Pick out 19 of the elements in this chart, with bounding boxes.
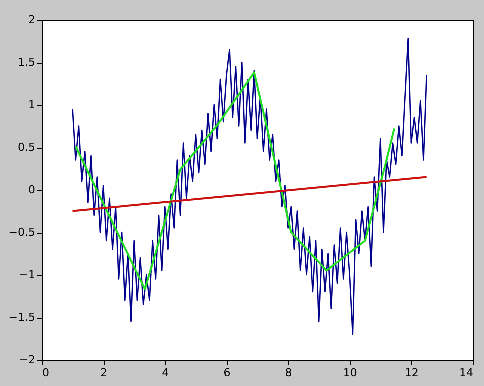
x-tick-label: 14 — [460, 366, 474, 380]
x-tick-label: 12 — [404, 366, 419, 380]
x-tick-label: 10 — [343, 366, 358, 380]
x-tick-label: 6 — [224, 366, 231, 380]
x-tick-label: 4 — [162, 366, 170, 380]
y-tick-label: −2 — [19, 354, 36, 366]
y-tick-label: −1.5 — [8, 311, 36, 324]
y-tick-label: −0.5 — [8, 226, 36, 239]
x-tick-label: 0 — [42, 366, 50, 380]
line-series — [74, 72, 396, 290]
line-series — [72, 38, 428, 336]
y-tick-label: 0 — [28, 184, 36, 196]
x-tick-label: 8 — [285, 366, 292, 380]
y-tick-label: 1.5 — [18, 56, 36, 69]
y-tick-label: −1 — [19, 268, 36, 282]
x-tick-label: 2 — [100, 366, 108, 380]
y-tick-label: 0.5 — [18, 141, 36, 154]
y-tick-label: 1 — [28, 98, 36, 112]
y-tick-label: 2 — [28, 14, 36, 26]
